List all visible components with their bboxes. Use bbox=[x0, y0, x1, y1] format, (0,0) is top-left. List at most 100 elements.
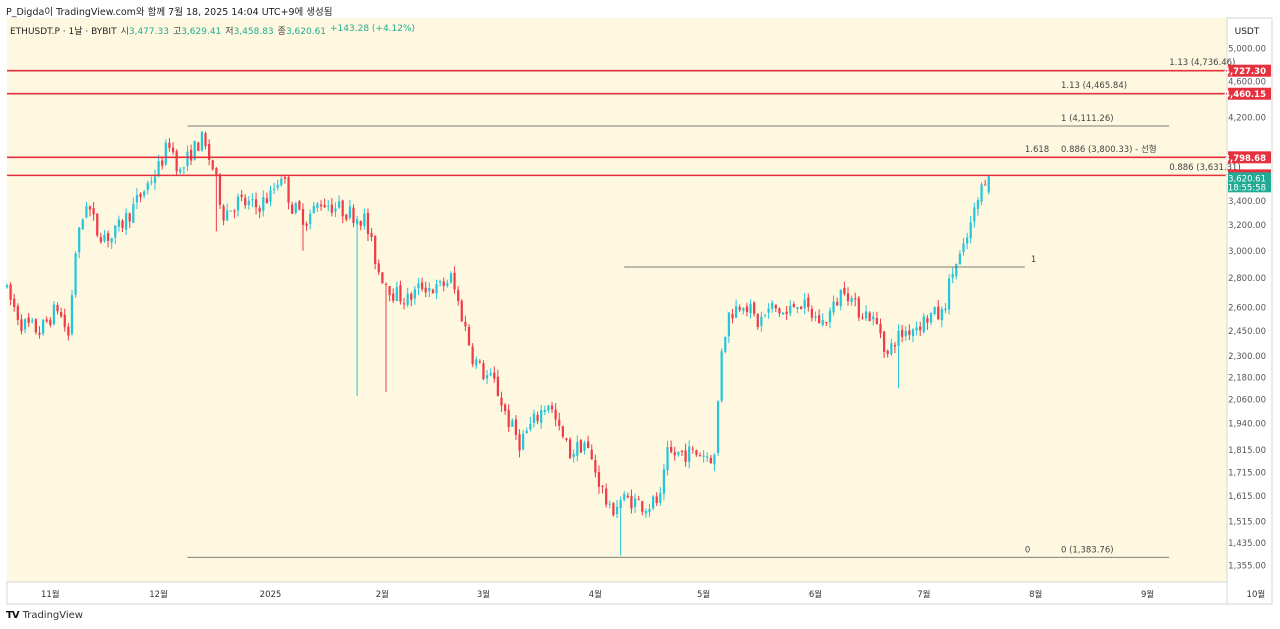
candle-body bbox=[294, 203, 297, 213]
candle-body bbox=[897, 330, 900, 346]
price-axis bbox=[1226, 17, 1273, 605]
candle-body bbox=[641, 501, 644, 512]
candle-body bbox=[688, 446, 691, 462]
x-tick-label: 7월 bbox=[917, 589, 930, 600]
candle-body bbox=[208, 144, 211, 160]
candle-body bbox=[630, 496, 633, 509]
fib-annotation: 1.618 bbox=[1025, 145, 1049, 155]
candle-body bbox=[200, 131, 204, 151]
candle-body bbox=[377, 263, 380, 273]
candle-body bbox=[698, 455, 702, 457]
tradingview-brand[interactable]: TV TradingView bbox=[6, 610, 83, 621]
candle-body bbox=[478, 361, 481, 363]
y-tick-label: 3,200.00 bbox=[1228, 221, 1266, 231]
candle-body bbox=[85, 206, 88, 218]
fib-annotation: 0 bbox=[1025, 545, 1030, 555]
candle-body bbox=[319, 204, 323, 207]
candle-body bbox=[760, 316, 763, 326]
candle-body bbox=[132, 203, 135, 223]
candle-body bbox=[547, 405, 550, 411]
y-tick-label: 5,000.00 bbox=[1228, 44, 1266, 54]
candle-body bbox=[103, 234, 106, 242]
candle-body bbox=[799, 306, 803, 310]
candle-body bbox=[233, 210, 236, 212]
x-tick-label: 10월 bbox=[1247, 589, 1266, 600]
legend-symbol[interactable]: ETHUSDT.P · 1날 · BYBIT bbox=[10, 27, 117, 37]
y-tick-label: 2,600.00 bbox=[1228, 303, 1266, 313]
candle-body bbox=[608, 503, 611, 505]
candle-body bbox=[868, 312, 871, 322]
candle-body bbox=[157, 161, 160, 177]
candle-body bbox=[612, 503, 615, 516]
candle-body bbox=[915, 327, 918, 331]
candle-body bbox=[886, 350, 889, 354]
candle-body bbox=[532, 413, 536, 423]
tradingview-name: TradingView bbox=[22, 610, 83, 621]
candle-body bbox=[594, 460, 597, 473]
candle-body bbox=[189, 149, 193, 161]
candle-body bbox=[330, 204, 333, 213]
y-tick-label: 2,060.00 bbox=[1228, 396, 1266, 406]
level-price-label: 3,798.68 bbox=[1224, 154, 1266, 164]
candle-body bbox=[287, 177, 290, 203]
candle-body bbox=[226, 210, 229, 221]
candle-body bbox=[832, 301, 835, 313]
candle-body bbox=[428, 288, 431, 292]
candle-body bbox=[99, 237, 102, 243]
candle-body bbox=[453, 272, 456, 290]
candle-body bbox=[648, 509, 651, 513]
candle-body bbox=[810, 308, 814, 318]
candle-body bbox=[767, 308, 770, 313]
legend-open: 3,477.33 bbox=[128, 27, 169, 37]
candle-body bbox=[684, 450, 687, 462]
fib-annotation: 0.886 (3,800.33) - 선형 bbox=[1061, 145, 1157, 155]
candle-body bbox=[706, 456, 709, 458]
candle-body bbox=[965, 237, 969, 244]
candle-body bbox=[601, 486, 604, 488]
fib-annotation: 1.13 (4,465.84) bbox=[1061, 81, 1127, 91]
candle-body bbox=[619, 500, 622, 509]
legend-high-label: 고 bbox=[172, 27, 182, 37]
candle-body bbox=[41, 319, 45, 334]
candle-body bbox=[626, 495, 629, 498]
candle-body bbox=[958, 253, 962, 265]
candle-body bbox=[348, 206, 352, 218]
candle-body bbox=[139, 193, 142, 198]
candle-body bbox=[814, 316, 817, 318]
candle-body bbox=[482, 363, 485, 379]
candle-body bbox=[843, 288, 846, 294]
candle-body bbox=[402, 303, 406, 305]
candle-body bbox=[164, 142, 167, 165]
candle-body bbox=[926, 318, 929, 323]
candle-body bbox=[937, 306, 940, 320]
candle-body bbox=[507, 409, 510, 428]
candle-body bbox=[565, 438, 568, 440]
candle-body bbox=[92, 208, 95, 215]
candle-body bbox=[78, 227, 81, 253]
plot-area bbox=[7, 18, 1227, 582]
candle-body bbox=[446, 283, 449, 286]
candle-body bbox=[23, 319, 27, 330]
candle-body bbox=[168, 142, 171, 148]
candle-body bbox=[38, 332, 41, 335]
candle-body bbox=[976, 200, 980, 210]
candle-body bbox=[262, 197, 265, 211]
candle-body bbox=[439, 281, 442, 283]
candle-body bbox=[395, 287, 398, 302]
x-tick-label: 6월 bbox=[809, 589, 822, 600]
candle-body bbox=[182, 167, 185, 169]
candle-body bbox=[962, 243, 965, 252]
x-tick-label: 2월 bbox=[376, 589, 389, 600]
candle-body bbox=[464, 321, 467, 327]
candle-body bbox=[572, 453, 575, 458]
candle-body bbox=[384, 283, 388, 285]
candle-body bbox=[908, 330, 911, 335]
candle-body bbox=[352, 207, 355, 224]
candle-body bbox=[518, 434, 521, 451]
candle-body bbox=[839, 289, 842, 307]
candle-body bbox=[875, 318, 879, 324]
candle-body bbox=[623, 494, 626, 500]
candle-body bbox=[753, 302, 756, 314]
fib-annotation: 0.886 (3,631.31) bbox=[1169, 163, 1241, 173]
